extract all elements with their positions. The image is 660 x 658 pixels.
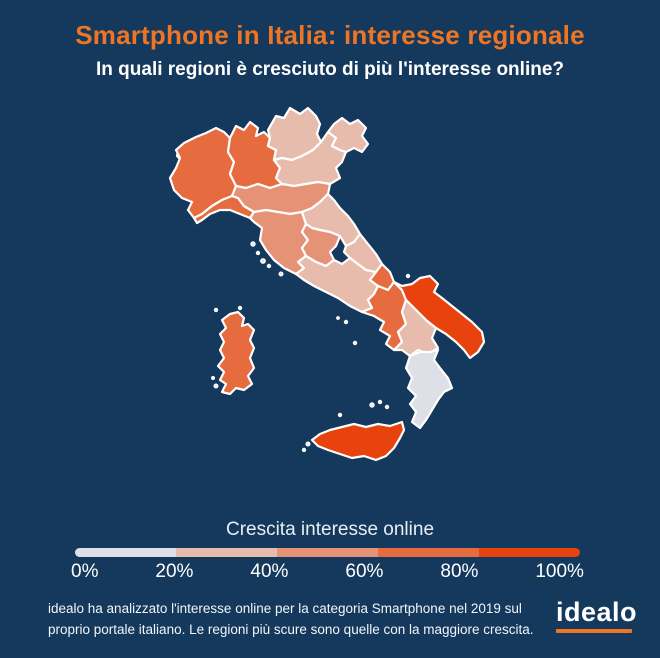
legend-tick: 40% [250,561,289,582]
page-title: Smartphone in Italia: interesse regional… [75,20,585,50]
legend-color-scale [75,548,580,557]
small-island [213,307,219,313]
italy-choropleth-map [168,106,486,462]
legend-scale-segment-20-40% [176,548,277,557]
legend-tick: 0% [71,561,99,582]
legend-scale-segment-60-80% [378,548,479,557]
small-island [405,273,411,279]
small-island [352,340,358,346]
small-island [211,376,216,381]
legend-tick: 60% [345,561,384,582]
small-island [377,399,383,405]
legend-scale-segment-80-100% [479,548,580,557]
legend-title: Crescita interesse online [225,519,435,540]
small-island [250,241,256,247]
small-island [237,305,243,311]
idealo-logo: idealo [556,599,640,633]
small-island [343,319,349,325]
idealo-logo-underline [556,629,632,633]
region-friuli-venezia-giulia [326,116,370,154]
region-basilicata [392,298,440,358]
small-island [305,441,311,447]
small-island [278,271,284,277]
small-island [213,383,219,389]
page-subtitle: In quali regioni è cresciuto di più l'in… [96,59,564,80]
small-island [369,402,375,408]
small-island [384,404,390,410]
region-sicilia [310,420,406,462]
region-sardegna [216,310,256,396]
small-island [266,263,272,269]
legend-tick: 100% [535,561,584,582]
idealo-logo-text: idealo [556,597,638,627]
small-island [255,250,261,256]
legend-tick: 20% [155,561,194,582]
small-island [337,412,343,418]
legend-scale-segment-0-20% [75,548,176,557]
small-island [260,258,266,264]
small-island [301,447,307,453]
legend-tick-labels: 0% 20% 40% 60% 80% 100% [71,561,584,583]
legend-tick: 80% [440,561,479,582]
small-island [336,316,340,320]
legend-scale-segment-40-60% [277,548,378,557]
source-note: idealo ha analizzato l'interesse online … [48,601,534,637]
region-calabria [404,348,454,430]
